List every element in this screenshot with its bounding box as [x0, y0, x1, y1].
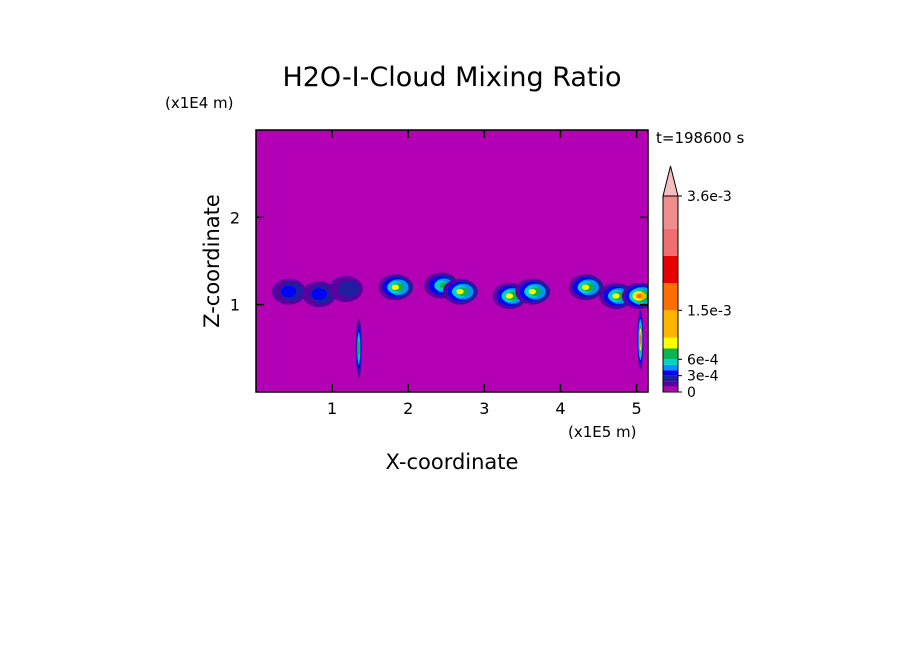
cloud-cell — [302, 281, 337, 308]
cloud-cell — [355, 318, 362, 379]
x-tick-label: 5 — [631, 399, 641, 418]
cloud-contour — [281, 285, 297, 298]
cloud-contour — [582, 284, 590, 290]
colorbar-segment — [663, 337, 678, 349]
cloud-contour — [357, 341, 360, 356]
x-axis-title: X-coordinate — [386, 450, 519, 474]
x-tick-label: 1 — [327, 399, 337, 418]
cloud-contour — [528, 288, 536, 295]
x-tick-label: 4 — [555, 399, 565, 418]
colorbar-segment — [663, 255, 678, 284]
cloud-contour — [505, 293, 514, 299]
colorbar-segment — [663, 310, 678, 338]
colorbar-label: 6e-4 — [687, 352, 719, 368]
colorbar-segment — [663, 359, 678, 365]
y-unit-label: (x1E4 m) — [165, 94, 234, 112]
colorbar-frame — [662, 195, 679, 393]
cloud-cell — [378, 274, 414, 301]
cloud-contour — [391, 284, 399, 290]
cloud-contour — [612, 293, 620, 299]
chart-title: H2O-I-Cloud Mixing Ratio — [282, 62, 621, 93]
x-unit-label: (x1E5 m) — [568, 423, 637, 441]
colorbar-label: 1.5e-3 — [687, 303, 732, 319]
x-axis: 1 2 3 4 5 — [327, 130, 642, 418]
colorbar: 03e-46e-4 1.5e-3 3.6e-3 — [662, 165, 732, 401]
plot-background — [256, 130, 648, 392]
colorbar-segment — [663, 283, 678, 311]
colorbar-label: 3e-4 — [687, 369, 719, 385]
cloud-cell — [515, 278, 551, 305]
cloud-cell — [568, 274, 604, 301]
cloud-cell — [443, 278, 478, 305]
time-label: t=198600 s — [656, 129, 744, 147]
cloud-contour — [311, 288, 327, 300]
plot-area — [255, 129, 649, 393]
colorbar-segment — [663, 370, 678, 376]
y-axis-title: Z-coordinate — [200, 194, 224, 328]
plot-frame — [255, 129, 649, 393]
y-tick-label: 1 — [230, 296, 240, 315]
colorbar-segment — [663, 348, 678, 360]
colorbar-segment — [663, 375, 678, 382]
colorbar-segment — [663, 196, 678, 229]
cloud-contour — [338, 280, 360, 297]
colorbar-segment — [663, 228, 678, 256]
x-tick-label: 3 — [479, 399, 489, 418]
colorbar-label: 0 — [687, 385, 696, 401]
cloud-cell — [637, 309, 644, 370]
colorbar-segment — [663, 386, 678, 392]
colorbar-segment — [663, 381, 678, 387]
colorbar-extend-arrow — [662, 165, 679, 197]
cloud-cell — [621, 282, 648, 309]
colorbar-label: 3.6e-3 — [687, 189, 732, 205]
y-tick-label: 2 — [230, 208, 240, 227]
cloud-contour — [456, 288, 464, 295]
cloud-cell — [271, 278, 306, 305]
cloud-cells — [271, 272, 648, 379]
cloud-contour — [639, 334, 642, 345]
y-axis: 12 — [230, 208, 648, 315]
cloud-contour — [636, 293, 642, 299]
cloud-cell — [328, 275, 363, 302]
x-tick-label: 2 — [403, 399, 413, 418]
colorbar-segment — [663, 364, 678, 371]
